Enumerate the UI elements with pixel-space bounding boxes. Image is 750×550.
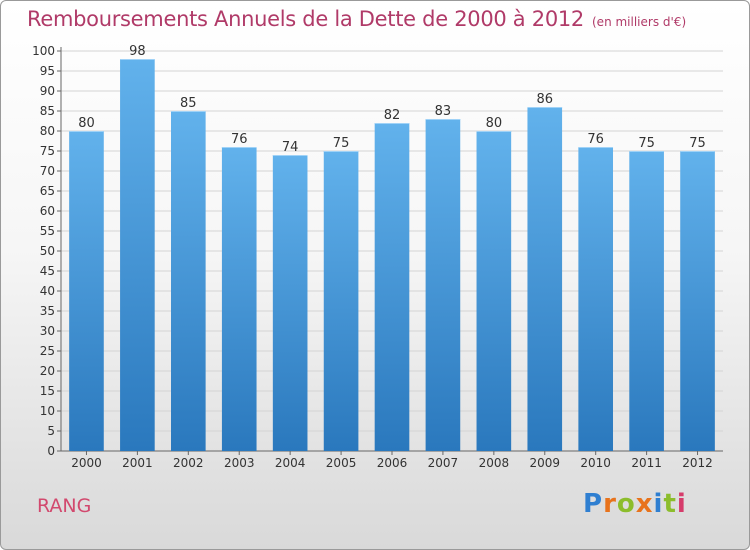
x-tick-labels: 2000 2001 2002 2003 2004 2005 2006 2007 2008 2009… (71, 456, 713, 470)
y-tick-label: 95 (40, 64, 55, 78)
y-tick-label: 60 (40, 204, 55, 218)
brand-letter: i (676, 489, 687, 519)
brand-letter: x (635, 489, 654, 519)
bar (323, 151, 359, 451)
data-labels: 80 98 85 76 74 75 82 83 80 86 76 75 75 (78, 44, 706, 155)
y-tick-label: 80 (40, 124, 55, 138)
bar-value-label: 76 (231, 132, 248, 147)
y-tick-label: 45 (40, 264, 55, 278)
bar (170, 111, 206, 451)
x-tick-label: 2008 (479, 456, 510, 470)
x-tick-label: 2012 (682, 456, 713, 470)
bar (425, 119, 461, 451)
x-tick-label: 2005 (326, 456, 357, 470)
bar (527, 107, 563, 451)
chart-subtitle: (en milliers d'€) (592, 15, 687, 29)
y-tick-label: 85 (40, 104, 55, 118)
bar (680, 151, 715, 451)
bar (476, 131, 512, 451)
bar-value-label: 85 (180, 96, 197, 111)
bar-value-label: 83 (435, 104, 452, 119)
y-tick-label: 65 (40, 184, 55, 198)
x-tick-label: 2000 (71, 456, 102, 470)
bar-value-label: 74 (282, 140, 299, 155)
commune-label: RANG (37, 495, 92, 517)
bar (120, 59, 155, 451)
bar-value-label: 98 (129, 44, 146, 59)
bar-value-label: 76 (587, 132, 604, 147)
y-tick-label: 40 (40, 284, 55, 298)
y-tick-label: 10 (40, 404, 55, 418)
brand-letter: r (603, 489, 617, 519)
y-tick-label: 35 (40, 304, 55, 318)
y-tick-label: 90 (40, 84, 55, 98)
proxiti-logo[interactable]: Proxiti (583, 489, 687, 519)
y-tick-label: 15 (40, 384, 55, 398)
y-tick-label: 25 (40, 344, 55, 358)
bar (221, 147, 257, 451)
y-tick-label: 100 (32, 44, 55, 58)
brand-letter: t (663, 489, 677, 519)
x-tick-label: 2009 (529, 456, 560, 470)
x-tick-label: 2011 (631, 456, 662, 470)
bar (374, 123, 410, 451)
x-tick-label: 2002 (173, 456, 204, 470)
brand-letter: i (653, 489, 664, 519)
bar (272, 155, 308, 451)
y-tick-label: 0 (47, 444, 55, 458)
x-tick-label: 2006 (377, 456, 408, 470)
bar-value-label: 75 (638, 136, 655, 151)
y-tick-label: 55 (40, 224, 55, 238)
brand-letter: o (616, 489, 636, 519)
bar-value-label: 75 (333, 136, 350, 151)
x-tick-label: 2010 (580, 456, 611, 470)
bar-value-label: 86 (536, 92, 553, 107)
x-tick-label: 2003 (224, 456, 255, 470)
bar-value-label: 80 (78, 116, 95, 131)
x-tick-label: 2001 (122, 456, 153, 470)
y-tick-label: 5 (47, 424, 55, 438)
y-tick-label: 50 (40, 244, 55, 258)
bars (69, 59, 715, 451)
y-tick-label: 30 (40, 324, 55, 338)
y-tick-label: 70 (40, 164, 55, 178)
chart-title: Remboursements Annuels de la Dette de 20… (27, 7, 686, 31)
chart-title-text: Remboursements Annuels de la Dette de 20… (27, 7, 584, 31)
bar (69, 131, 104, 451)
y-tick-labels: 0 5 10 15 20 25 30 35 40 45 50 55 60 65 70 75 80 85 90 95 10… (32, 44, 55, 458)
y-tick-label: 75 (40, 144, 55, 158)
bar-value-label: 75 (689, 136, 706, 151)
bar (629, 151, 664, 451)
brand-letter: P (583, 489, 604, 519)
x-tick-label: 2004 (275, 456, 306, 470)
x-tick-label: 2007 (428, 456, 459, 470)
y-tick-label: 20 (40, 364, 55, 378)
bar (578, 147, 614, 451)
bar-value-label: 82 (384, 108, 401, 123)
bar-value-label: 80 (486, 116, 503, 131)
